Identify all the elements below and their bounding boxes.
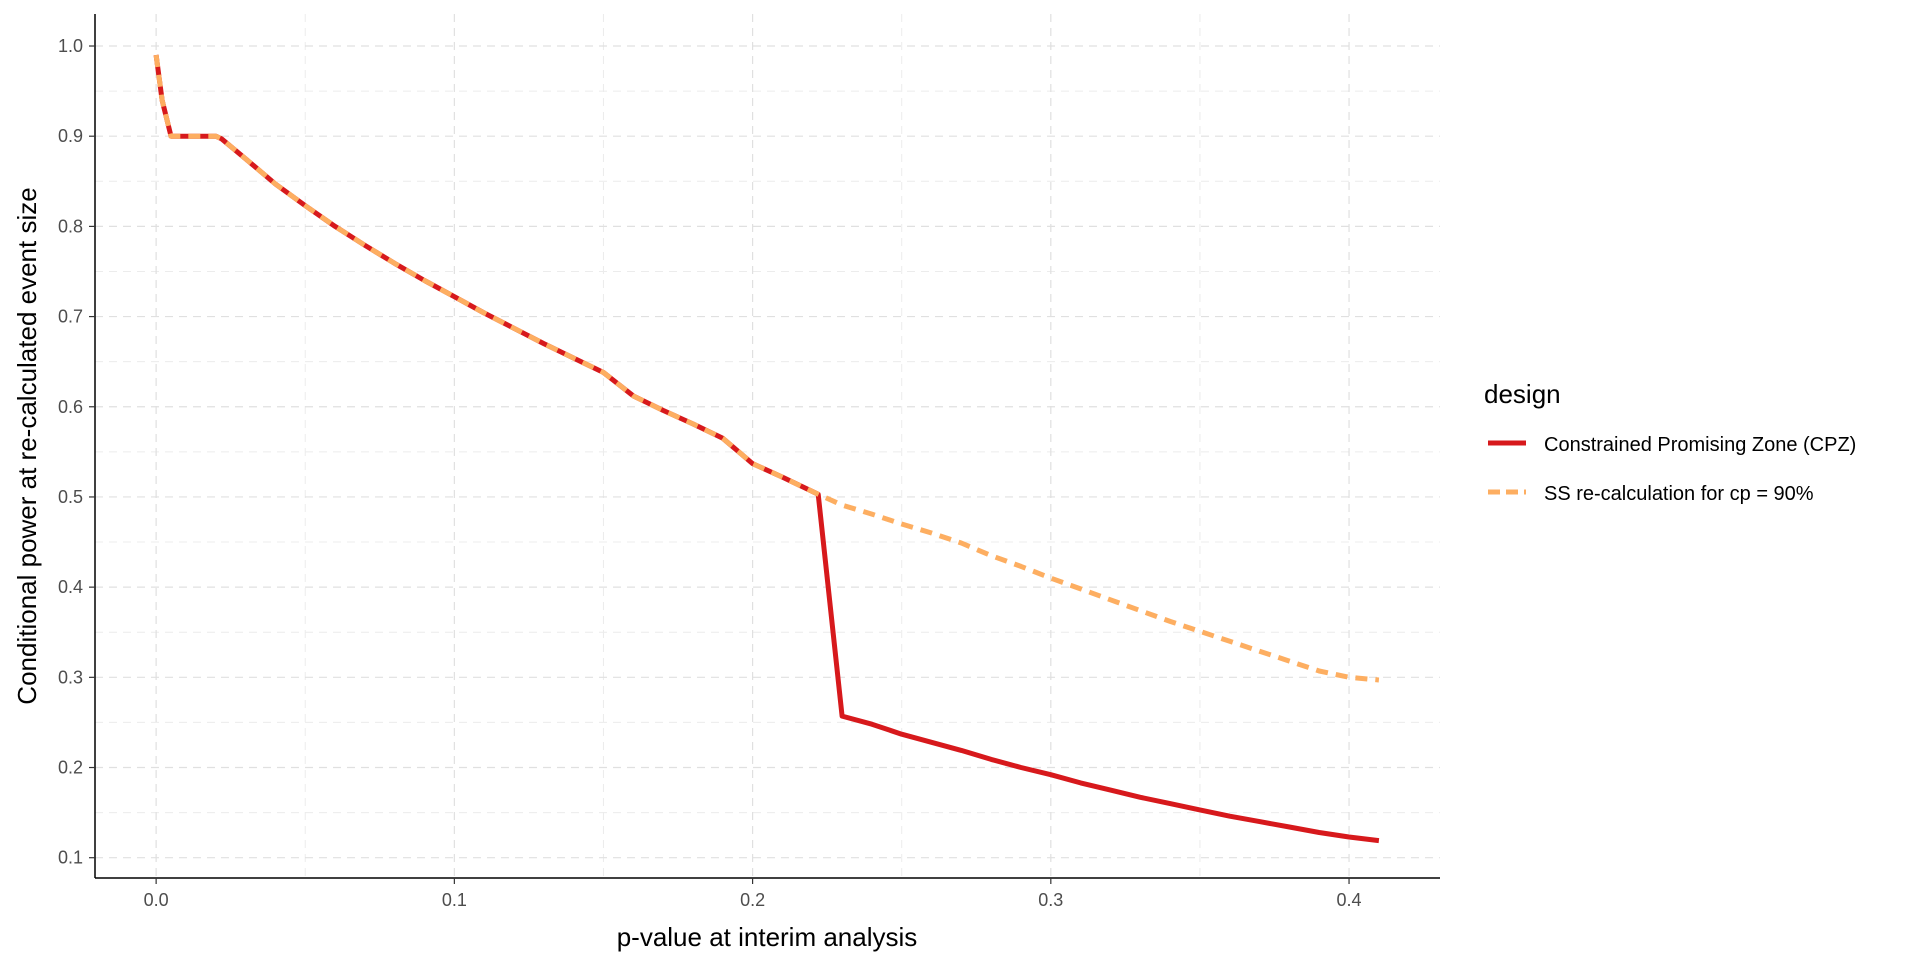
y-tick-label: 0.3 [58,667,83,687]
y-tick-label: 0.2 [58,758,83,778]
y-tick-label: 0.1 [58,848,83,868]
y-axis-ticks: 0.1 0.2 0.3 0.4 0.5 0.6 0.7 0.8 0.9 1.0 [58,36,95,868]
y-axis-title: Conditional power at re-calculated event… [12,187,42,704]
legend-label-ss: SS re-calculation for cp = 90% [1544,483,1814,505]
major-gridlines [95,14,1440,878]
y-tick-label: 0.4 [58,577,83,597]
x-tick-label: 0.4 [1337,890,1362,910]
x-tick-label: 0.1 [442,890,467,910]
series-lines [153,54,1380,844]
y-tick-label: 0.8 [58,216,83,236]
legend-label-cpz: Constrained Promising Zone (CPZ) [1544,434,1856,456]
y-tick-label: 0.6 [58,397,83,417]
y-tick-label: 0.5 [58,487,83,507]
x-tick-label: 0.0 [144,890,169,910]
x-axis-title: p-value at interim analysis [617,922,918,952]
y-tick-label: 0.9 [58,126,83,146]
x-tick-label: 0.3 [1038,890,1063,910]
y-tick-label: 1.0 [58,36,83,56]
legend-title: design [1484,379,1561,409]
x-tick-label: 0.2 [740,890,765,910]
legend: design Constrained Promising Zone (CPZ) … [1484,379,1856,505]
series-line-ss-recalculation [153,54,1380,683]
minor-gridlines [95,14,1440,878]
x-axis-ticks: 0.0 0.1 0.2 0.3 0.4 [144,878,1362,910]
y-tick-label: 0.7 [58,307,83,327]
